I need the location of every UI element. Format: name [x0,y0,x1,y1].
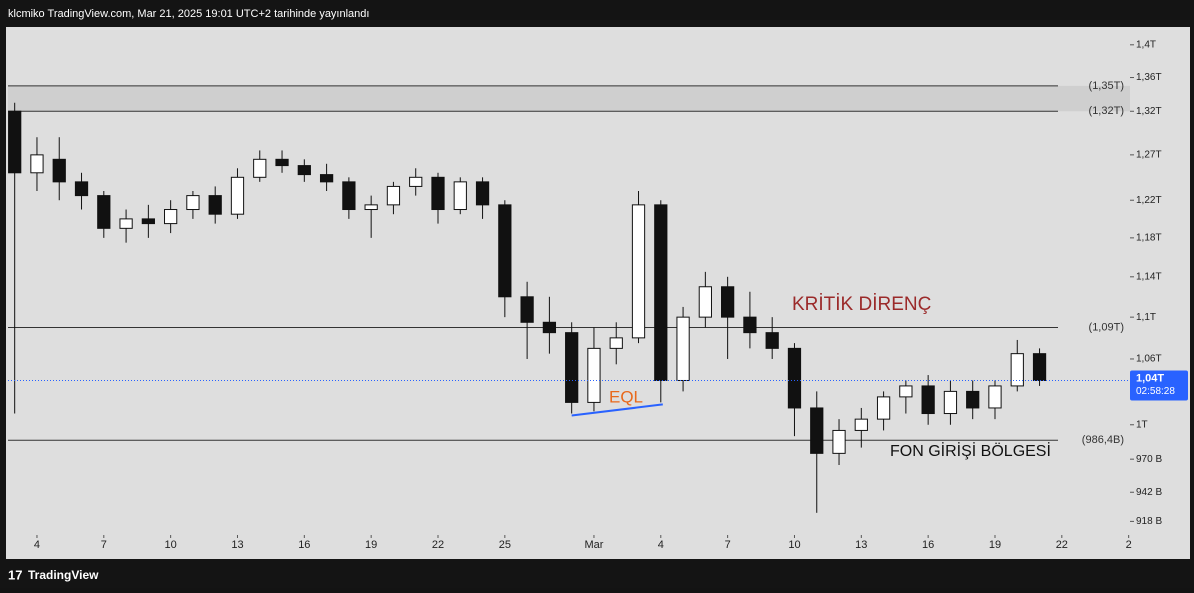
candle-body [587,347,601,403]
x-tick-label: 2 [1126,539,1132,551]
candle-body [208,195,222,215]
candle-body [542,321,557,334]
candle-body [810,407,824,454]
chart-area [6,27,1190,559]
candle-body [342,181,356,211]
candle-body [721,286,735,318]
header: klcmiko TradingView.com, Mar 21, 2025 19… [8,8,369,20]
x-tick-label: 7 [725,539,731,551]
y-tick-label: 1,27T [1136,150,1162,161]
level-label: (1,32T) [1089,105,1124,117]
candle-body [698,286,712,318]
candle-body [275,158,289,167]
y-tick-label: 1,32T [1136,106,1162,117]
candle-body [386,185,401,206]
y-tick-label: 918 B [1136,516,1162,527]
candle-body [253,158,267,178]
candle-body [631,204,646,339]
candle-body [230,176,245,215]
x-tick-label: 19 [365,539,377,551]
resistance-zone [8,85,1130,112]
candle-body [97,195,111,229]
candle-body [119,218,133,229]
candle-body [743,316,757,334]
annotation: FON GİRİŞİ BÖLGESİ [890,441,1051,460]
candle-body [409,176,423,187]
x-tick-label: 16 [922,539,934,551]
candle-body [943,390,958,415]
candle-body [966,390,980,409]
candle-body [498,204,512,298]
candle-body [164,209,178,225]
x-tick-label: 13 [855,539,867,551]
y-tick-label: 1,22T [1136,195,1162,206]
y-tick-label: 1,06T [1136,354,1162,365]
countdown-label: 02:58:28 [1136,386,1175,397]
annotation: EQL [609,387,643,406]
candle-body [854,418,868,431]
x-tick-label: 4 [658,539,664,551]
candle-body [654,204,668,381]
level-label: (986,4B) [1082,434,1124,446]
y-tick-label: 1,36T [1136,72,1162,83]
x-tick-label: 10 [788,539,800,551]
x-tick-label: 16 [298,539,310,551]
candle-body [609,337,623,349]
candle-body [74,181,89,197]
y-tick-label: 942 B [1136,487,1162,498]
y-tick-label: 1,14T [1136,271,1162,282]
candle-body [565,332,579,403]
candle-body [431,176,445,211]
candle-body [319,174,334,183]
y-tick-label: 1,1T [1136,312,1156,323]
candle-body [8,110,22,174]
brand-logo: 17 [8,567,22,582]
eql-line [571,403,663,417]
level-label: (1,09T) [1089,321,1124,333]
x-tick-label: 4 [34,539,40,551]
candle-body [520,296,534,323]
x-tick-label: 7 [101,539,107,551]
candle-body [765,332,779,349]
candle-body [297,165,311,176]
candle-body [1010,353,1024,387]
x-tick-label: 19 [989,539,1001,551]
brand: TradingView [28,568,99,582]
current-price-tag [1130,370,1188,401]
candle-body [876,396,891,420]
x-tick-label: 25 [499,539,511,551]
candle-body [832,429,846,454]
x-tick-label: 10 [165,539,177,551]
level-label: (1,35T) [1089,80,1124,92]
candle-body [186,195,200,211]
candle-body [899,385,913,398]
y-tick-label: 970 B [1136,454,1162,465]
candle-body [475,181,490,206]
x-tick-label: 22 [1056,539,1068,551]
x-tick-label: 22 [432,539,444,551]
annotation: KRİTİK DİRENÇ [792,294,931,315]
candle-body [30,154,44,174]
y-tick-label: 1,4T [1136,39,1156,50]
candle-body [141,218,155,225]
y-tick-label: 1,18T [1136,233,1162,244]
y-tick-label: 1T [1136,419,1148,430]
candle-body [676,316,690,381]
x-tick-label: 13 [231,539,243,551]
current-price-label: 1,04T [1136,372,1164,384]
candle-body [364,204,378,211]
candle-body [52,158,66,183]
candle-body [453,181,467,211]
candle-body [988,385,1002,409]
candle-body [921,385,935,415]
x-tick-label: Mar [584,539,603,551]
candle-body [787,347,802,409]
candle-body [1032,353,1047,381]
